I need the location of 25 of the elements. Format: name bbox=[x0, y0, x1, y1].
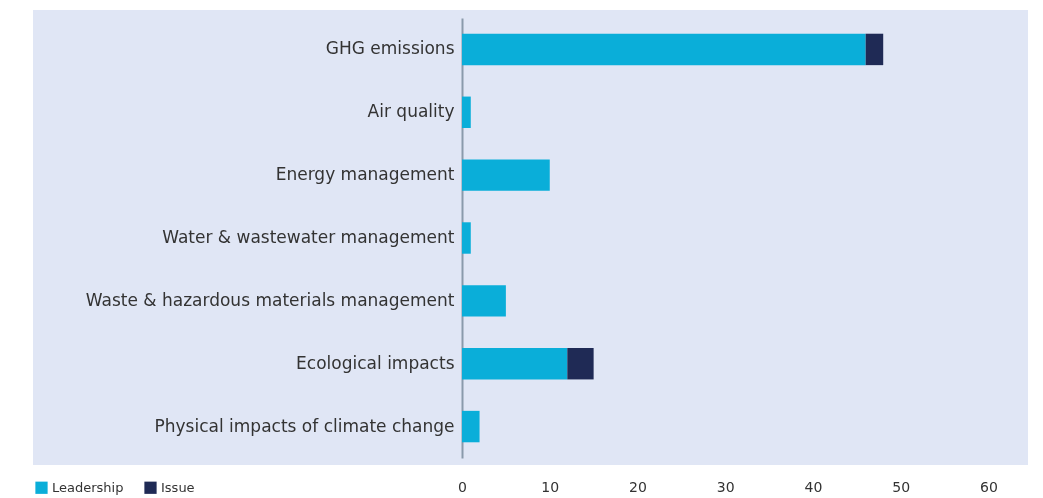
y-tick-label: Energy management bbox=[275, 164, 455, 185]
legend-label: Issue bbox=[161, 479, 195, 495]
bar bbox=[462, 222, 471, 254]
x-tick-label: 60 bbox=[980, 478, 998, 495]
bar bbox=[865, 33, 884, 66]
bar bbox=[462, 159, 550, 191]
x-tick-label: 20 bbox=[629, 478, 647, 495]
y-tick-label: Ecological impacts bbox=[296, 352, 455, 373]
bar bbox=[462, 348, 568, 380]
bar bbox=[567, 348, 594, 380]
legend-label: Leadership bbox=[52, 479, 124, 495]
x-tick-label: 50 bbox=[892, 478, 911, 495]
x-tick-label: 10 bbox=[541, 478, 560, 495]
y-tick-label: Physical impacts of climate change bbox=[154, 415, 455, 436]
x-tick-label: 30 bbox=[716, 478, 735, 495]
x-tick-label: 40 bbox=[804, 478, 823, 495]
y-tick-label: Water & wastewater management bbox=[162, 227, 455, 247]
bar bbox=[462, 96, 471, 128]
y-tick-label: GHG emissions bbox=[325, 38, 455, 59]
bar bbox=[462, 285, 506, 317]
bar bbox=[462, 33, 866, 66]
x-tick-label: 0 bbox=[458, 478, 467, 495]
bar bbox=[462, 410, 480, 443]
y-tick-label: Air quality bbox=[367, 101, 455, 122]
y-tick-label: Waste & hazardous materials management bbox=[85, 289, 455, 310]
